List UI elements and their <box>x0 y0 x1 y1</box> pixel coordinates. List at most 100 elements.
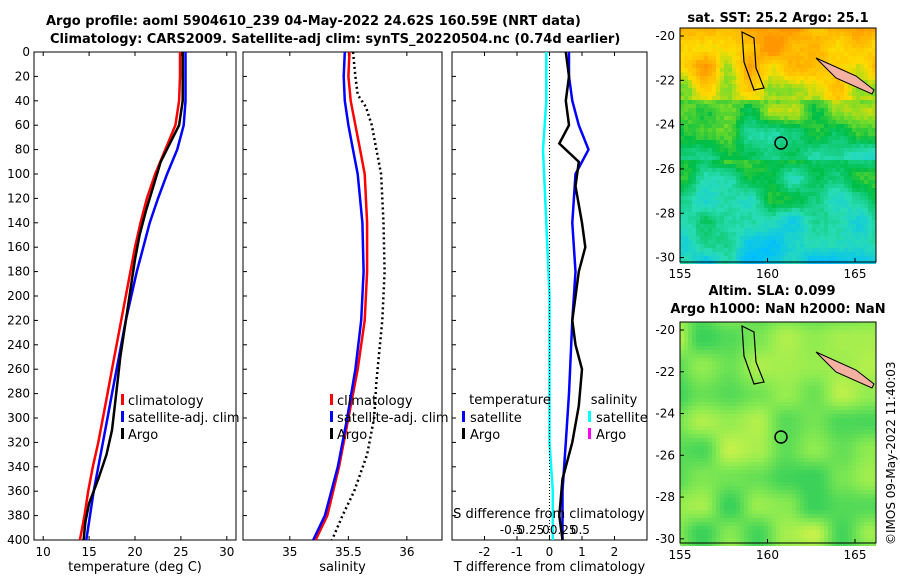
map-cell <box>748 180 752 184</box>
x-tick-label: 36 <box>399 545 414 559</box>
map-cell <box>840 410 844 414</box>
map-cell <box>776 60 780 64</box>
map-cell <box>860 52 864 56</box>
map-cell <box>748 414 752 418</box>
map-cell <box>712 430 716 434</box>
map-cell <box>700 346 704 350</box>
map-cell <box>708 156 712 160</box>
map-cell <box>856 244 860 248</box>
map-cell <box>836 148 840 152</box>
map-cell <box>856 104 860 108</box>
map-cell <box>724 442 728 446</box>
map-cell <box>704 200 708 204</box>
map-cell <box>788 398 792 402</box>
map-cell <box>796 180 800 184</box>
map-cell <box>736 84 740 88</box>
map-cell <box>700 48 704 52</box>
map-cell <box>756 68 760 72</box>
map-cell <box>772 68 776 72</box>
map-cell <box>796 358 800 362</box>
map-cell <box>712 350 716 354</box>
map-cell <box>688 446 692 450</box>
map-cell <box>768 172 772 176</box>
map-cell <box>736 386 740 390</box>
map-cell <box>804 88 808 92</box>
map-cell <box>752 68 756 72</box>
map-cell <box>736 434 740 438</box>
map-cell <box>704 48 708 52</box>
map-cell <box>836 112 840 116</box>
map-cell <box>864 470 868 474</box>
map-cell <box>804 370 808 374</box>
map-cell <box>780 92 784 96</box>
map-cell <box>832 402 836 406</box>
map-cell <box>864 338 868 342</box>
map-cell <box>680 466 684 470</box>
map-cell <box>812 374 816 378</box>
map-cell <box>844 144 848 148</box>
map-cell <box>860 184 864 188</box>
map-cell <box>832 28 836 32</box>
map-cell <box>856 220 860 224</box>
map-cell <box>752 430 756 434</box>
map-cell <box>772 148 776 152</box>
map-cell <box>784 68 788 72</box>
map-cell <box>740 64 744 68</box>
map-cell <box>744 426 748 430</box>
map-cell <box>756 252 760 256</box>
map-cell <box>712 72 716 76</box>
map-cell <box>720 116 724 120</box>
map-cell <box>768 60 772 64</box>
map-cell <box>872 72 876 76</box>
map-cell <box>836 322 840 326</box>
map-cell <box>788 370 792 374</box>
map-cell <box>824 104 828 108</box>
map-cell <box>708 32 712 36</box>
map-cell <box>844 470 848 474</box>
map-cell <box>796 248 800 252</box>
map-cell <box>764 88 768 92</box>
map-cell <box>736 470 740 474</box>
map-cell <box>816 160 820 164</box>
map-cell <box>740 342 744 346</box>
map-cell <box>832 470 836 474</box>
map-cell <box>716 128 720 132</box>
map-cell <box>696 446 700 450</box>
map-cell <box>832 136 836 140</box>
map-cell <box>684 236 688 240</box>
map-cell <box>776 156 780 160</box>
map-cell <box>804 84 808 88</box>
map-cell <box>684 180 688 184</box>
map-cell <box>800 398 804 402</box>
map-cell <box>720 366 724 370</box>
map-cell <box>828 414 832 418</box>
map-cell <box>788 338 792 342</box>
map-cell <box>836 96 840 100</box>
map-cell <box>732 28 736 32</box>
map-cell <box>704 458 708 462</box>
map-cell <box>780 338 784 342</box>
map-cell <box>724 72 728 76</box>
map-cell <box>868 28 872 32</box>
map-cell <box>724 136 728 140</box>
map-cell <box>704 470 708 474</box>
map-cell <box>860 136 864 140</box>
map-cell <box>840 168 844 172</box>
map-cell <box>696 108 700 112</box>
map-cell <box>688 92 692 96</box>
map-cell <box>872 176 876 180</box>
map-cell <box>756 120 760 124</box>
map-cell <box>800 338 804 342</box>
map-cell <box>808 28 812 32</box>
map-cell <box>740 374 744 378</box>
map-cell <box>828 172 832 176</box>
map-cell <box>824 248 828 252</box>
map-cell <box>700 168 704 172</box>
map-cell <box>788 212 792 216</box>
map-cell <box>760 458 764 462</box>
map-cell <box>708 414 712 418</box>
map-cell <box>776 446 780 450</box>
map-cell <box>776 248 780 252</box>
map-cell <box>748 362 752 366</box>
